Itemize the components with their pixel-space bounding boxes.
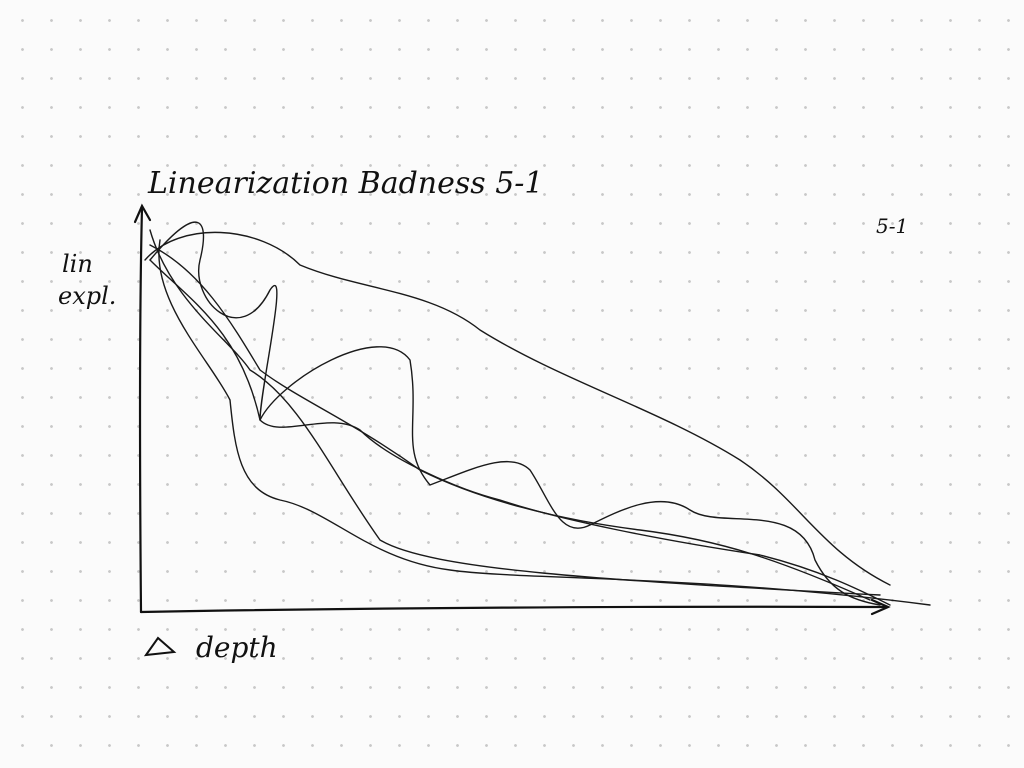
- axes: [133, 203, 891, 616]
- x-axis: [139, 605, 888, 614]
- curve: [149, 259, 881, 606]
- curve: [158, 239, 931, 606]
- curve: [149, 229, 881, 596]
- delta-symbol: [143, 636, 177, 657]
- y-label-line: lin: [62, 250, 93, 278]
- corner-note: 5-1: [876, 214, 908, 238]
- x-label: depth: [196, 631, 278, 664]
- y-arrow: [133, 203, 152, 224]
- sketch-title: Linearization Badness 5-1: [147, 166, 544, 201]
- curves: [144, 221, 931, 606]
- x-arrow: [870, 598, 891, 616]
- y-label-line: expl.: [58, 282, 116, 310]
- curve: [149, 221, 891, 606]
- curve: [144, 231, 891, 586]
- y-axis: [138, 206, 144, 614]
- curve: [149, 244, 871, 601]
